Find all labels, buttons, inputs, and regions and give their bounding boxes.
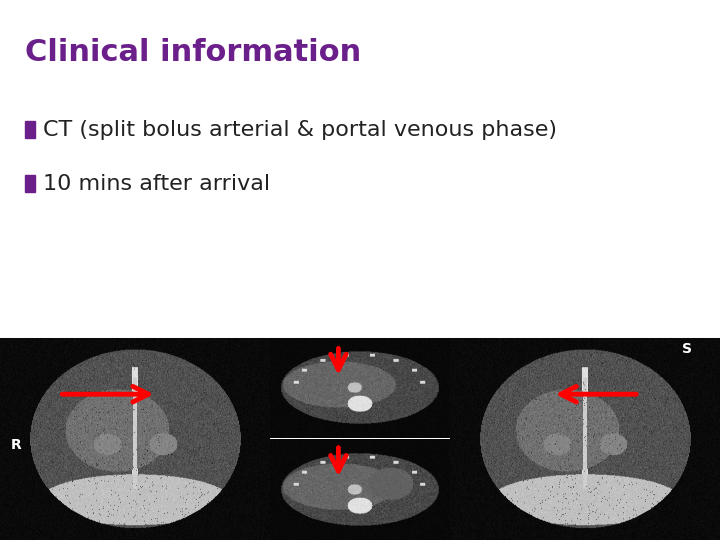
Bar <box>25 121 35 138</box>
Text: Clinical information: Clinical information <box>25 38 361 67</box>
Text: CT (split bolus arterial & portal venous phase): CT (split bolus arterial & portal venous… <box>43 119 557 140</box>
Bar <box>25 175 35 192</box>
Text: 10 mins after arrival: 10 mins after arrival <box>43 173 270 194</box>
Text: R: R <box>11 438 22 452</box>
Text: S: S <box>683 342 692 356</box>
